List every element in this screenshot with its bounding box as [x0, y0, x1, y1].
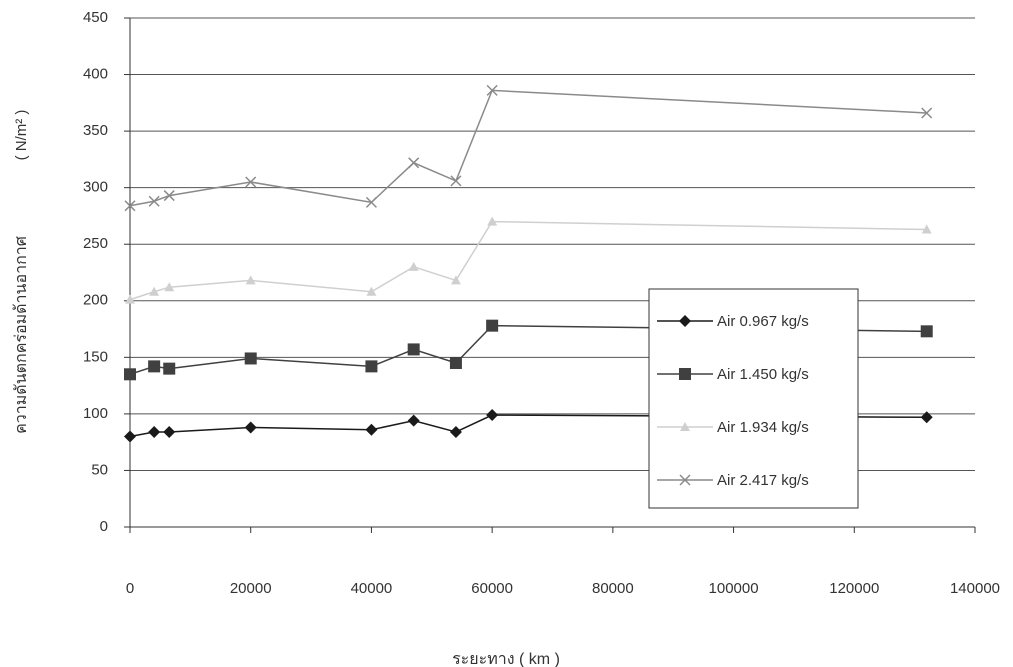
- legend-label: Air 0.967 kg/s: [717, 313, 809, 330]
- data-point: [486, 320, 498, 332]
- y-tick-label: 50: [91, 461, 108, 478]
- data-point: [245, 352, 257, 364]
- legend-label: Air 1.934 kg/s: [717, 419, 809, 436]
- x-tick-label: 0: [126, 580, 134, 597]
- data-point: [408, 343, 420, 355]
- y-tick-label: 150: [83, 348, 108, 365]
- data-point: [163, 363, 175, 375]
- y-axis-title: ความดันตกคร่อมด้านอากาศ: [12, 236, 30, 434]
- x-tick-label: 80000: [592, 580, 634, 597]
- x-tick-label: 140000: [950, 580, 1000, 597]
- x-axis-title: ระยะทาง ( km ): [452, 651, 560, 667]
- y-tick-label: 450: [83, 9, 108, 26]
- legend-label: Air 2.417 kg/s: [717, 472, 809, 489]
- x-tick-label: 20000: [230, 580, 272, 597]
- data-point: [148, 360, 160, 372]
- background: [0, 0, 1013, 667]
- y-tick-label: 100: [83, 405, 108, 422]
- data-point: [450, 357, 462, 369]
- y-tick-label: 400: [83, 66, 108, 83]
- y-axis-unit: ( N/m² ): [13, 110, 30, 161]
- chart: ระยะทาง ( km ) ความดันตกคร่อมด้านอากาศ (…: [0, 0, 1013, 667]
- data-point: [365, 360, 377, 372]
- x-tick-label: 120000: [829, 580, 879, 597]
- data-point: [124, 368, 136, 380]
- x-tick-label: 40000: [351, 580, 393, 597]
- y-tick-label: 300: [83, 179, 108, 196]
- x-tick-label: 60000: [471, 580, 513, 597]
- y-tick-label: 250: [83, 235, 108, 252]
- legend-marker: [679, 368, 691, 380]
- legend-label: Air 1.450 kg/s: [717, 366, 809, 383]
- y-tick-label: 350: [83, 122, 108, 139]
- y-tick-label: 200: [83, 292, 108, 309]
- data-point: [921, 325, 933, 337]
- y-tick-label: 0: [100, 518, 108, 535]
- x-tick-label: 100000: [709, 580, 759, 597]
